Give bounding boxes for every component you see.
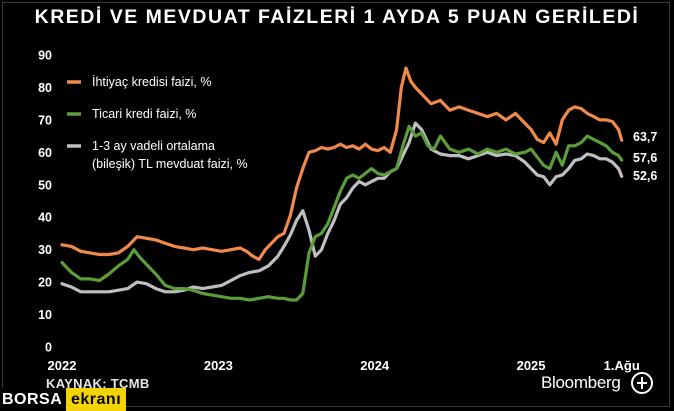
y-tick-label: 30 <box>38 243 52 257</box>
y-tick-label: 90 <box>38 49 52 63</box>
watermark-logo: BORSA ekranı <box>0 388 135 411</box>
end-value-label: 63,7 <box>633 130 657 144</box>
bloomberg-logo-icon <box>631 372 653 394</box>
y-tick-label: 20 <box>38 276 52 290</box>
watermark-part1: BORSA <box>0 388 66 411</box>
series-line-1 <box>60 66 624 261</box>
x-tick-label: 2023 <box>204 358 233 373</box>
legend-label: İhtiyaç kredisi faizi, % <box>92 75 211 89</box>
end-value-label: 57,6 <box>633 151 657 165</box>
y-tick-label: 50 <box>38 178 52 192</box>
x-tick-label: 2024 <box>360 358 390 373</box>
series-line-3 <box>60 121 624 294</box>
watermark-part2: ekranı <box>66 388 127 411</box>
end-value-label: 52,6 <box>633 169 657 183</box>
source-note: KAYNAK: TCMB <box>46 376 150 391</box>
y-tick-label: 40 <box>38 211 52 225</box>
legend-label: Ticari kredi faizi, % <box>92 107 196 121</box>
chart-frame <box>2 2 670 407</box>
y-tick-label: 80 <box>38 81 52 95</box>
chart-title: KREDİ VE MEVDUAT FAİZLERİ 1 AYDA 5 PUAN … <box>34 6 640 28</box>
y-tick-label: 70 <box>38 113 52 127</box>
y-tick-label: 60 <box>38 146 52 160</box>
legend-label: 1-3 ay vadeli ortalama (bileşik) TL mevdu… <box>92 139 248 171</box>
series-line-2 <box>60 124 624 302</box>
x-tick-label: 2022 <box>48 358 77 373</box>
x-tick-label: 2025 <box>517 358 546 373</box>
x-tick-label: 1.Ağu <box>604 358 640 373</box>
y-tick-label: 10 <box>38 308 52 322</box>
bloomberg-wordmark: Bloomberg <box>541 373 621 392</box>
y-tick-label: 0 <box>45 341 52 355</box>
